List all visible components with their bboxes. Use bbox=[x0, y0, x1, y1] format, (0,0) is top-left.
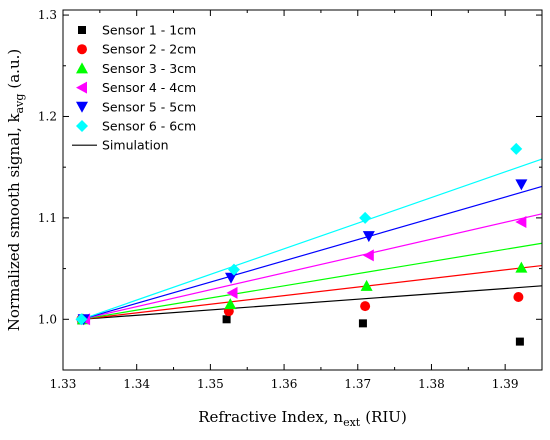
simulation-line-sensor-4 bbox=[81, 213, 543, 320]
legend-marker-sensor-3 bbox=[76, 62, 88, 74]
point-sensor-4 bbox=[515, 215, 527, 228]
point-sensor-5 bbox=[225, 272, 238, 284]
point-sensor-3 bbox=[360, 279, 373, 291]
y-axis-label-sub: avg bbox=[13, 94, 26, 114]
x-axis-label-main: Refractive Index, n bbox=[198, 408, 343, 426]
legend-label-sensor-4: Sensor 4 - 4cm bbox=[102, 80, 196, 95]
simulation-fit-lines bbox=[81, 158, 543, 320]
point-sensor-6 bbox=[510, 142, 523, 155]
point-sensor-3 bbox=[224, 298, 237, 310]
point-sensor-5 bbox=[362, 231, 375, 243]
legend-label-sensor-5: Sensor 5 - 5cm bbox=[102, 99, 196, 114]
x-tick-label: 1.33 bbox=[50, 377, 77, 391]
simulation-line-sensor-6 bbox=[81, 158, 543, 320]
legend: Sensor 1 - 1cm Sensor 2 - 2cm Sensor 3 - 3… bbox=[72, 23, 196, 153]
simulation-line-sensor-1 bbox=[81, 285, 543, 320]
legend-label-sensor-1: Sensor 1 - 1cm bbox=[102, 23, 196, 38]
point-sensor-1 bbox=[515, 337, 524, 346]
x-tick-label: 1.35 bbox=[197, 377, 224, 391]
x-axis-label: Refractive Index, next (RIU) bbox=[198, 408, 407, 429]
x-tick-label: 1.39 bbox=[492, 377, 519, 391]
legend-label-sensor-2: Sensor 2 - 2cm bbox=[102, 42, 196, 57]
point-sensor-6 bbox=[359, 211, 372, 224]
point-sensor-2 bbox=[513, 291, 524, 302]
legend-marker-sensor-6 bbox=[76, 120, 88, 132]
simulation-line-sensor-5 bbox=[81, 185, 543, 320]
point-sensor-2 bbox=[360, 301, 371, 312]
x-tick-label: 1.34 bbox=[123, 377, 150, 391]
legend-marker-sensor-2 bbox=[77, 44, 87, 55]
x-tick-label: 1.38 bbox=[418, 377, 445, 391]
point-sensor-6 bbox=[75, 313, 88, 326]
point-sensor-4 bbox=[226, 286, 238, 299]
x-axis-ticks: 1.33 1.34 1.35 1.36 1.37 1.38 1.39 bbox=[50, 10, 543, 391]
point-sensor-4 bbox=[362, 249, 374, 262]
simulation-line-sensor-2 bbox=[81, 264, 543, 320]
y-axis-label: Normalized smooth signal, kavg (a.u.) bbox=[5, 49, 26, 331]
y-tick-label: 1.0 bbox=[38, 312, 57, 326]
legend-label-sensor-3: Sensor 3 - 3cm bbox=[102, 61, 196, 76]
point-sensor-6 bbox=[227, 263, 240, 276]
plot-frame bbox=[62, 9, 543, 371]
point-sensor-3 bbox=[515, 261, 528, 273]
legend-marker-sensor-5 bbox=[76, 101, 88, 113]
y-axis-label-main: Normalized smooth signal, k bbox=[5, 113, 23, 332]
simulation-line-sensor-3 bbox=[81, 242, 543, 320]
x-tick-label: 1.37 bbox=[344, 377, 371, 391]
x-axis-label-unit: (RIU) bbox=[365, 408, 407, 426]
legend-label-sensor-6: Sensor 6 - 6cm bbox=[102, 119, 196, 134]
y-tick-label: 1.2 bbox=[38, 109, 57, 123]
y-tick-label: 1.3 bbox=[38, 8, 57, 22]
legend-label-simulation: Simulation bbox=[102, 138, 169, 153]
x-tick-label: 1.36 bbox=[271, 377, 298, 391]
data-points bbox=[75, 142, 528, 346]
y-axis-ticks: 1.0 1.1 1.2 1.3 bbox=[38, 8, 542, 371]
x-axis-label-sub: ext bbox=[343, 416, 361, 429]
legend-marker-sensor-1 bbox=[78, 26, 86, 34]
point-sensor-1 bbox=[358, 319, 367, 328]
point-sensor-1 bbox=[222, 315, 231, 324]
y-axis-label-unit: (a.u.) bbox=[5, 49, 23, 89]
legend-marker-sensor-4 bbox=[76, 81, 87, 94]
point-sensor-5 bbox=[515, 179, 528, 191]
y-tick-label: 1.1 bbox=[38, 211, 57, 225]
